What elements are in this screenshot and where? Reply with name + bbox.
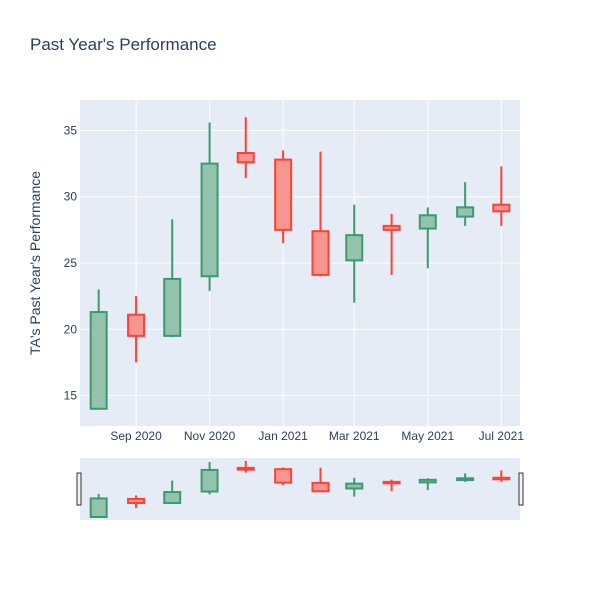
candle xyxy=(311,151,330,277)
candle-body xyxy=(345,482,364,490)
y-tick-label: 15 xyxy=(64,389,78,403)
candle-mini xyxy=(127,495,146,509)
candle-mini xyxy=(418,478,437,491)
candle-body xyxy=(274,468,293,484)
candle xyxy=(274,150,293,244)
candle-mini xyxy=(236,461,255,473)
candle-body xyxy=(382,224,401,231)
candle-body xyxy=(89,311,108,410)
candle-body xyxy=(382,480,401,485)
x-tick-label: Sep 2020 xyxy=(110,429,162,443)
candle-body xyxy=(418,214,437,230)
candle-body xyxy=(236,466,255,471)
candle-body xyxy=(492,476,511,481)
candle-body xyxy=(311,230,330,276)
y-tick-label: 20 xyxy=(64,322,78,336)
candle-mini xyxy=(200,462,219,495)
candle-body xyxy=(456,206,475,218)
candle xyxy=(236,117,255,179)
candle-mini xyxy=(492,470,511,482)
candle-body xyxy=(127,313,146,337)
candle-mini xyxy=(311,467,330,493)
range-slider-left-handle[interactable] xyxy=(76,472,82,506)
candle-mini xyxy=(345,477,364,497)
candle-body xyxy=(236,152,255,164)
candle-body xyxy=(163,277,182,337)
candle xyxy=(89,289,108,410)
candle xyxy=(456,182,475,226)
candle xyxy=(345,204,364,303)
candle-body xyxy=(492,203,511,213)
candle-body xyxy=(200,162,219,278)
range-slider-right-handle[interactable] xyxy=(518,472,524,506)
candle-mini xyxy=(382,479,401,492)
candle-mini xyxy=(163,480,182,504)
candle xyxy=(418,207,437,269)
candle-body xyxy=(163,491,182,504)
candle xyxy=(127,296,146,363)
candle-body xyxy=(274,158,293,231)
y-tick-label: 25 xyxy=(64,256,78,270)
range-slider-track[interactable] xyxy=(80,458,520,520)
candle xyxy=(163,219,182,338)
x-tick-label: Mar 2021 xyxy=(329,429,380,443)
range-slider-candles xyxy=(89,461,511,518)
candle xyxy=(492,166,511,226)
y-tick-label: 35 xyxy=(64,123,78,137)
candle-mini xyxy=(456,473,475,482)
candles xyxy=(89,117,511,410)
x-tick-label: Nov 2020 xyxy=(184,429,236,443)
x-tick-label: May 2021 xyxy=(401,429,454,443)
candle-body xyxy=(345,234,364,262)
x-tick-label: Jul 2021 xyxy=(479,429,525,443)
candle-body xyxy=(200,468,219,493)
chart-title: Past Year's Performance xyxy=(30,35,217,54)
x-axis-ticks: Sep 2020 Nov 2020 Jan 2021 Mar 2021 May 2021… xyxy=(110,429,524,443)
candle xyxy=(382,213,401,275)
candle-body xyxy=(127,497,146,505)
candle-body xyxy=(456,477,475,482)
y-axis-title: TA's Past Year's Performance xyxy=(27,171,43,355)
candle-body xyxy=(89,497,108,518)
candle xyxy=(200,122,219,291)
y-tick-label: 30 xyxy=(64,190,78,204)
candle-mini xyxy=(89,494,108,518)
candle-body xyxy=(418,478,437,484)
x-tick-label: Jan 2021 xyxy=(258,429,308,443)
candle-mini xyxy=(274,467,293,486)
candle-body xyxy=(311,481,330,493)
y-axis-ticks: 15 20 25 30 35 xyxy=(64,123,78,402)
